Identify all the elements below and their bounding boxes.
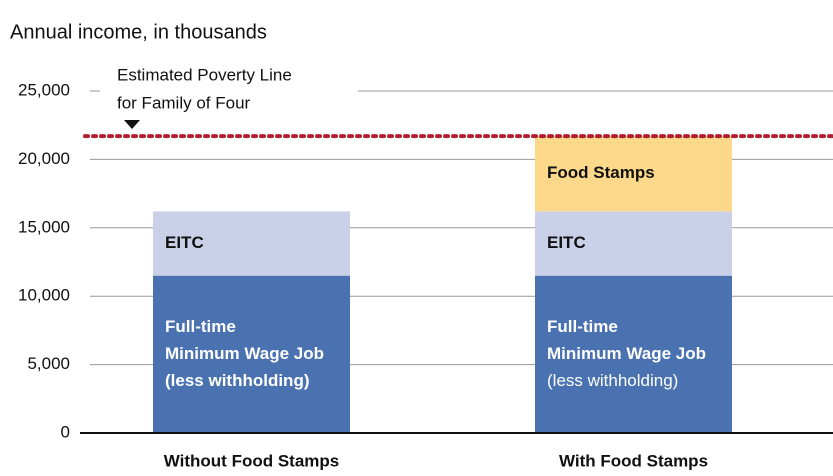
segment-label: Minimum Wage Job [165,344,324,363]
y-tick-label: 25,000 [18,80,70,99]
bar-segment [535,136,732,212]
segment-label: Food Stamps [547,163,655,182]
bar-segment [153,275,350,433]
segment-label: Minimum Wage Job [547,344,706,363]
segment-label: Full-time [547,317,618,336]
annotation-text: Estimated Poverty Line [117,65,292,84]
y-tick-label: 10,000 [18,286,70,305]
segment-label: Full-time [165,317,236,336]
annotation-text: for Family of Four [117,93,251,112]
y-tick-label: 5,000 [27,354,70,373]
y-tick-label: 20,000 [18,149,70,168]
x-tick-label: With Food Stamps [559,451,708,470]
segment-label: EITC [165,233,204,252]
chart-title: Annual income, in thousands [10,21,267,43]
segment-label: EITC [547,233,586,252]
bar-segment [153,211,350,276]
annotation-arrow [124,120,140,129]
annotation-bg [100,58,358,118]
y-tick-label: 0 [61,422,70,441]
segment-label: (less withholding) [547,371,678,390]
bar-segment [535,275,732,433]
x-tick-label: Without Food Stamps [164,451,340,470]
y-tick-label: 15,000 [18,217,70,236]
segment-label: (less withholding) [165,371,310,390]
bar-segment [535,211,732,276]
